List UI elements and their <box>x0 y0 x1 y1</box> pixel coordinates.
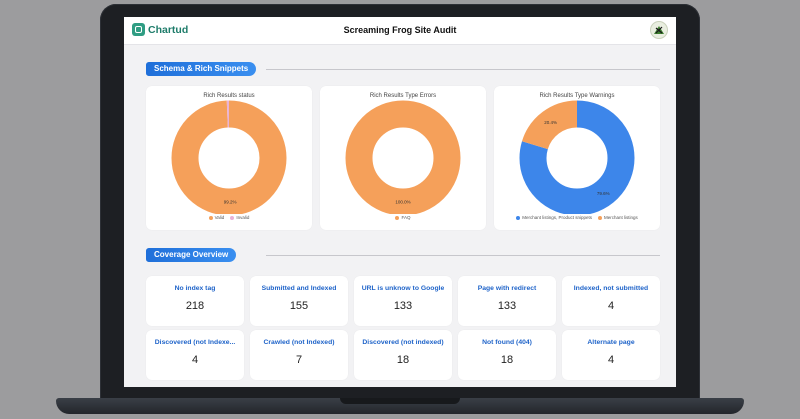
donut-slice <box>519 100 635 214</box>
stat-value: 133 <box>497 300 517 312</box>
legend-dot <box>598 215 603 220</box>
legend-item: Invalid <box>230 215 249 220</box>
stat-label: Discovered (not indexed) <box>362 339 444 346</box>
chartud-logo-icon <box>132 23 145 36</box>
logo[interactable]: Chartud <box>132 23 188 36</box>
stat-value: 133 <box>393 300 413 312</box>
stat-value: 155 <box>289 300 309 312</box>
avatar[interactable] <box>650 21 668 39</box>
slice-label: 100.0% <box>395 200 410 205</box>
section-divider <box>266 255 660 256</box>
donut-slice <box>345 100 461 214</box>
laptop-notch <box>340 398 460 404</box>
chart-title: Rich Results Type Errors <box>369 93 437 99</box>
chart-legend: FAQ <box>320 215 486 220</box>
slice-label: 20.4% <box>544 120 557 125</box>
page-title: Screaming Frog Site Audit <box>343 25 457 35</box>
stat-card-submitted-indexed[interactable]: Submitted and Indexed 155 <box>250 276 348 326</box>
stat-label: Indexed, not submitted <box>573 285 649 292</box>
stat-label: URL is unknow to Google <box>361 285 445 292</box>
legend-label: Invalid <box>236 215 250 220</box>
schema-section-header: Schema & Rich Snippets <box>146 62 660 76</box>
stat-value: 18 <box>500 354 514 366</box>
stat-card-discovered-not-indexed-truncated[interactable]: Discovered (not Indexe... 4 <box>146 330 244 380</box>
laptop-base <box>56 398 744 414</box>
stat-label: No index tag <box>174 285 216 292</box>
stat-value: 7 <box>295 354 303 366</box>
legend-dot <box>208 215 213 220</box>
legend-item: Merchant listings, Product snippets <box>516 215 592 220</box>
legend-item: Merchant listings <box>598 215 638 220</box>
top-bar: Chartud Screaming Frog Site Audit <box>124 17 676 45</box>
legend-label: Valid <box>214 215 225 220</box>
logo-text: Chartud <box>148 23 189 36</box>
stat-label: Crawled (not Indexed) <box>263 339 335 346</box>
stat-card-no-index[interactable]: No index tag 218 <box>146 276 244 326</box>
chart-legend: Merchant listings, Product snippets Merc… <box>494 215 660 220</box>
stat-label: Alternate page <box>587 339 635 346</box>
stat-card-alternate-page[interactable]: Alternate page 4 <box>562 330 660 380</box>
chart-card-status: Rich Results status 99.2% Valid Invalid <box>146 86 312 230</box>
donut-chart-status: 99.2% <box>171 100 287 214</box>
schema-section-title: Schema & Rich Snippets <box>146 62 257 76</box>
stat-value: 4 <box>191 354 199 366</box>
legend-label: Merchant listings <box>604 215 638 220</box>
coverage-section-title: Coverage Overview <box>146 248 237 262</box>
stat-card-discovered-not-indexed[interactable]: Discovered (not indexed) 18 <box>354 330 452 380</box>
stat-label: Page with redirect <box>477 285 537 292</box>
legend-label: Merchant listings, Product snippets <box>522 215 593 220</box>
legend-label: FAQ <box>401 215 411 220</box>
stat-card-not-found[interactable]: Not found (404) 18 <box>458 330 556 380</box>
slice-label: 99.2% <box>224 199 237 204</box>
chart-card-warnings: Rich Results Type Warnings 79.6% 20.4% Me… <box>494 86 660 230</box>
donut-chart-errors: 100.0% <box>345 100 461 214</box>
stat-value: 4 <box>607 300 615 312</box>
chart-title: Rich Results status <box>203 93 255 99</box>
stat-card-indexed-not-submitted[interactable]: Indexed, not submitted 4 <box>562 276 660 326</box>
legend-dot <box>516 215 521 220</box>
legend-dot <box>230 215 235 220</box>
slice-label: 79.6% <box>597 191 610 196</box>
coverage-section-header: Coverage Overview <box>146 248 660 262</box>
stat-value: 18 <box>396 354 410 366</box>
stat-value: 4 <box>607 354 615 366</box>
stat-card-page-redirect[interactable]: Page with redirect 133 <box>458 276 556 326</box>
donut-chart-warnings: 79.6% 20.4% <box>519 100 635 214</box>
stat-value: 218 <box>185 300 205 312</box>
frog-logo-icon <box>654 26 664 34</box>
chart-title: Rich Results Type Warnings <box>539 93 615 99</box>
dashboard-screen: Chartud Screaming Frog Site Audit Schema… <box>124 17 676 387</box>
stat-label: Not found (404) <box>482 339 532 346</box>
donut-slice <box>171 100 287 214</box>
stat-card-crawled-not-indexed[interactable]: Crawled (not Indexed) 7 <box>250 330 348 380</box>
legend-item: Valid <box>208 215 225 220</box>
legend-item: FAQ <box>395 215 411 220</box>
legend-dot <box>395 215 400 220</box>
section-divider <box>266 69 660 70</box>
chart-card-errors: Rich Results Type Errors 100.0% FAQ <box>320 86 486 230</box>
chart-legend: Valid Invalid <box>146 215 312 220</box>
stat-label: Discovered (not Indexe... <box>154 339 236 346</box>
stat-label: Submitted and Indexed <box>261 285 337 292</box>
stat-card-url-unknown[interactable]: URL is unknow to Google 133 <box>354 276 452 326</box>
